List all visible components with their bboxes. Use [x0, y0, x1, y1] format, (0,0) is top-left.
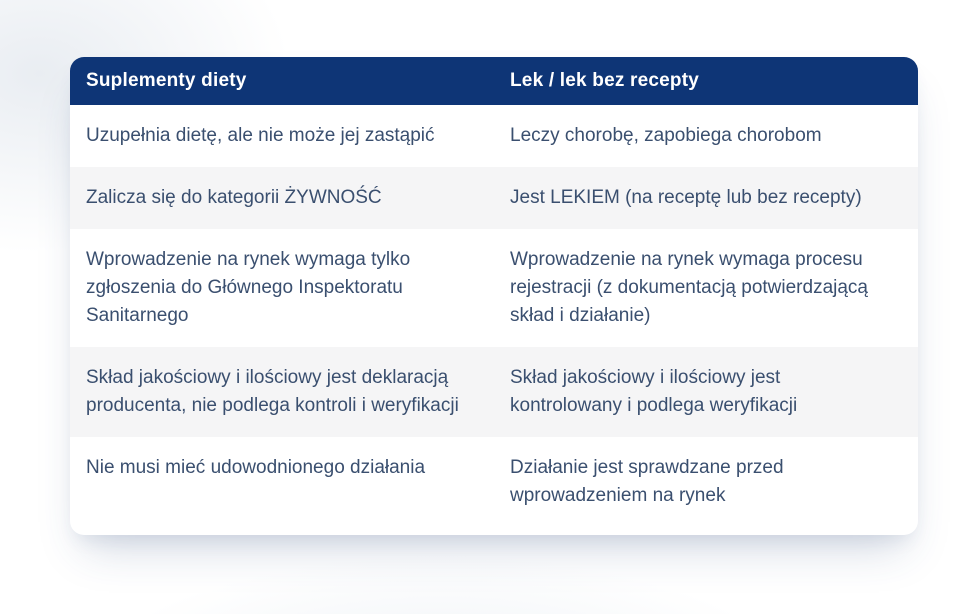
column-header-medicine: Lek / lek bez recepty: [510, 70, 700, 91]
table-row: Zalicza się do kategorii ŻYWNOŚĆ Jest LE…: [70, 167, 918, 229]
column-header-supplements: Suplementy diety: [86, 70, 247, 91]
table-cell-supplement: Skład jakościowy i ilościowy jest deklar…: [86, 367, 459, 416]
table-row: Wprowadzenie na rynek wymaga tylko zgłos…: [70, 229, 918, 347]
table-cell-medicine: Działanie jest sprawdzane przed wprowadz…: [510, 457, 784, 506]
table-cell-supplement: Wprowadzenie na rynek wymaga tylko zgłos…: [86, 249, 411, 326]
table-row: Uzupełnia dietę, ale nie może jej zastąp…: [70, 105, 918, 167]
comparison-table-card: Suplementy diety Lek / lek bez recepty U…: [70, 57, 918, 535]
table-cell-medicine: Leczy chorobę, zapobiega chorobom: [510, 125, 822, 146]
table-row: Skład jakościowy i ilościowy jest deklar…: [70, 347, 918, 437]
table-cell-supplement: Nie musi mieć udowodnionego działania: [86, 457, 426, 478]
table-cell-medicine: Skład jakościowy i ilościowy jest kontro…: [510, 367, 798, 416]
table-cell-medicine: Jest LEKIEM (na receptę lub bez recepty): [510, 187, 862, 208]
table-cell-supplement: Zalicza się do kategorii ŻYWNOŚĆ: [86, 187, 382, 208]
table-cell-medicine: Wprowadzenie na rynek wymaga procesu rej…: [510, 249, 868, 326]
table-row: Nie musi mieć udowodnionego działania Dz…: [70, 437, 918, 535]
table-header-row: Suplementy diety Lek / lek bez recepty: [70, 57, 918, 105]
table-cell-supplement: Uzupełnia dietę, ale nie może jej zastąp…: [86, 125, 435, 146]
